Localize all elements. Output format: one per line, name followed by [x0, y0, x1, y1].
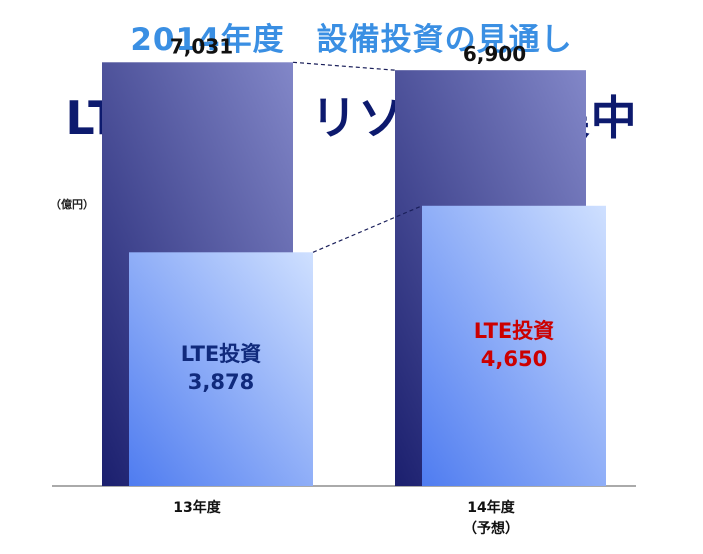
x-tick-label-1: 14年度 [467, 499, 515, 516]
bar-lte-name-0: LTE投資 [181, 342, 262, 366]
chart-subtitle: 2014年度 設備投資の見通し [130, 22, 573, 58]
bar-total-label-0: 7,031 [170, 34, 233, 58]
x-tick-note-1: （予想） [463, 520, 519, 537]
bar-lte-0 [129, 252, 313, 486]
bar-lte-label-0: 3,878 [188, 370, 254, 394]
total-connector-line [292, 61, 396, 71]
bar-lte-name-1: LTE投資 [474, 319, 555, 343]
x-tick-label-0: 13年度 [173, 499, 221, 516]
y-unit-label: （億円） [50, 197, 94, 211]
bar-lte-label-1: 4,650 [481, 347, 547, 371]
lte-connector-line [312, 205, 423, 253]
bar-lte-1 [422, 205, 606, 487]
bar-total-label-1: 6,900 [463, 42, 526, 66]
